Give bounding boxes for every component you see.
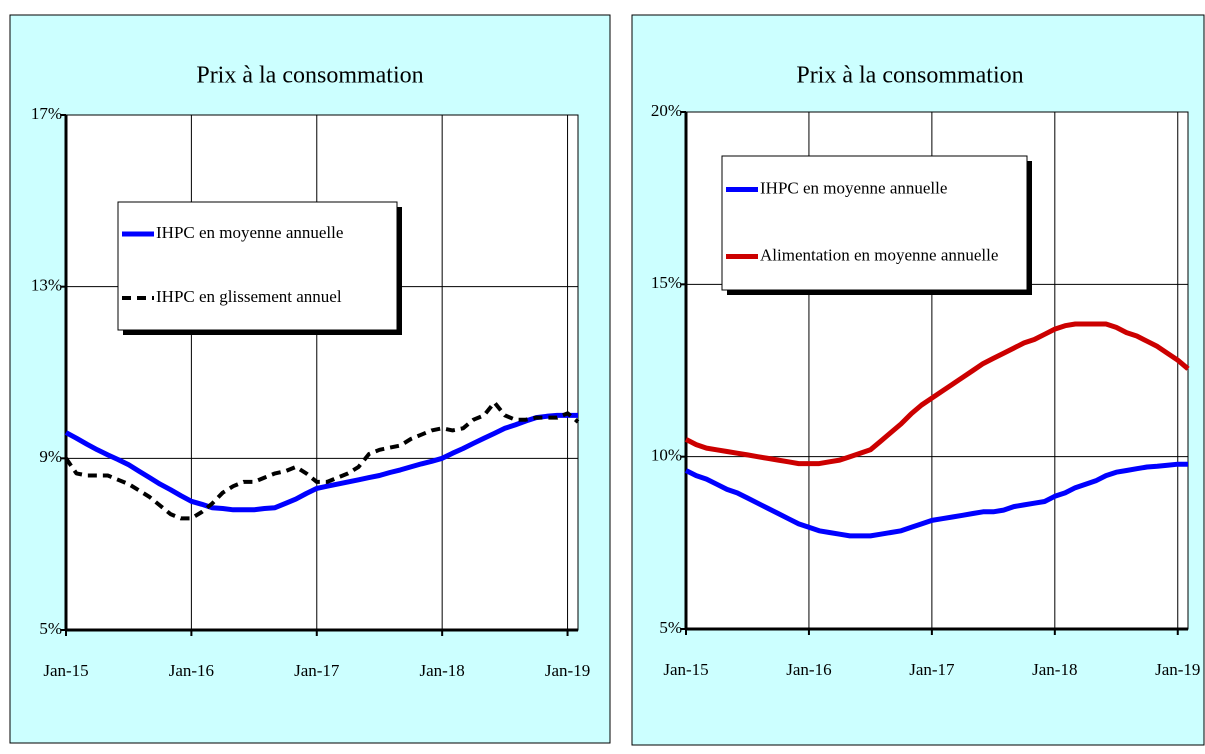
legend-label: IHPC en moyenne annuelle [156,223,343,242]
legend-label: IHPC en moyenne annuelle [760,178,947,197]
y-tick-label: 9% [39,447,62,466]
x-tick-label: Jan-16 [169,661,214,680]
x-tick-label: Jan-18 [1032,660,1077,679]
chart-title: Prix à la consommation [796,63,1023,89]
y-tick-label: 13% [31,276,62,295]
y-tick-label: 15% [651,273,682,292]
x-tick-label: Jan-18 [419,661,464,680]
y-tick-label: 5% [39,619,62,638]
series-line [684,461,1188,539]
series-line [684,321,1190,467]
x-tick-label: Jan-15 [663,660,708,679]
legend [721,155,1028,291]
y-tick-label: 5% [659,618,682,637]
y-tick-label: 20% [651,101,682,120]
chart-title: Prix à la consommation [196,63,423,89]
y-tick-label: 10% [651,446,682,465]
x-tick-label: Jan-19 [545,661,590,680]
x-tick-label: Jan-16 [786,660,831,679]
x-tick-label: Jan-15 [43,661,88,680]
legend-label: Alimentation en moyenne annuelle [760,245,998,264]
legend-label: IHPC en glissement annuel [156,287,342,306]
x-tick-label: Jan-19 [1155,660,1200,679]
x-tick-label: Jan-17 [909,660,955,679]
y-tick-label: 17% [31,104,62,123]
x-tick-label: Jan-17 [294,661,340,680]
plot-area [65,114,579,631]
series-line [64,412,578,513]
legend [117,201,398,331]
